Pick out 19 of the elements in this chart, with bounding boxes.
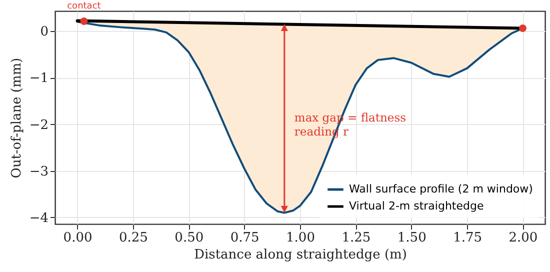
legend-label: Virtual 2-m straightedge xyxy=(349,200,484,212)
x-tick-label: 1.50 xyxy=(397,230,426,246)
y-tick-label: −4 xyxy=(29,210,48,226)
legend-label: Wall surface profile (2 m window) xyxy=(349,182,533,196)
x-tick-label: 0.00 xyxy=(63,230,92,246)
x-axis-title: Distance along straightedge (m) xyxy=(194,248,407,262)
y-tick-label: −2 xyxy=(29,118,48,133)
x-tick-label: 1.75 xyxy=(453,230,482,246)
y-tick-label: −1 xyxy=(29,71,48,86)
x-tick-label: 0.75 xyxy=(230,230,260,246)
x-tick-label: 0.50 xyxy=(174,230,204,246)
y-tick-label: −3 xyxy=(29,164,48,180)
annotation: contact xyxy=(67,1,102,12)
x-tick-label: 0.25 xyxy=(118,230,148,246)
x-tick-label: 1.25 xyxy=(342,230,371,246)
x-tick-label: 1.00 xyxy=(286,230,315,246)
y-tick-label: 0 xyxy=(40,24,48,40)
y-axis-title: Out-of-plane (mm) xyxy=(9,58,24,178)
x-tick-label: 2.00 xyxy=(508,230,538,246)
